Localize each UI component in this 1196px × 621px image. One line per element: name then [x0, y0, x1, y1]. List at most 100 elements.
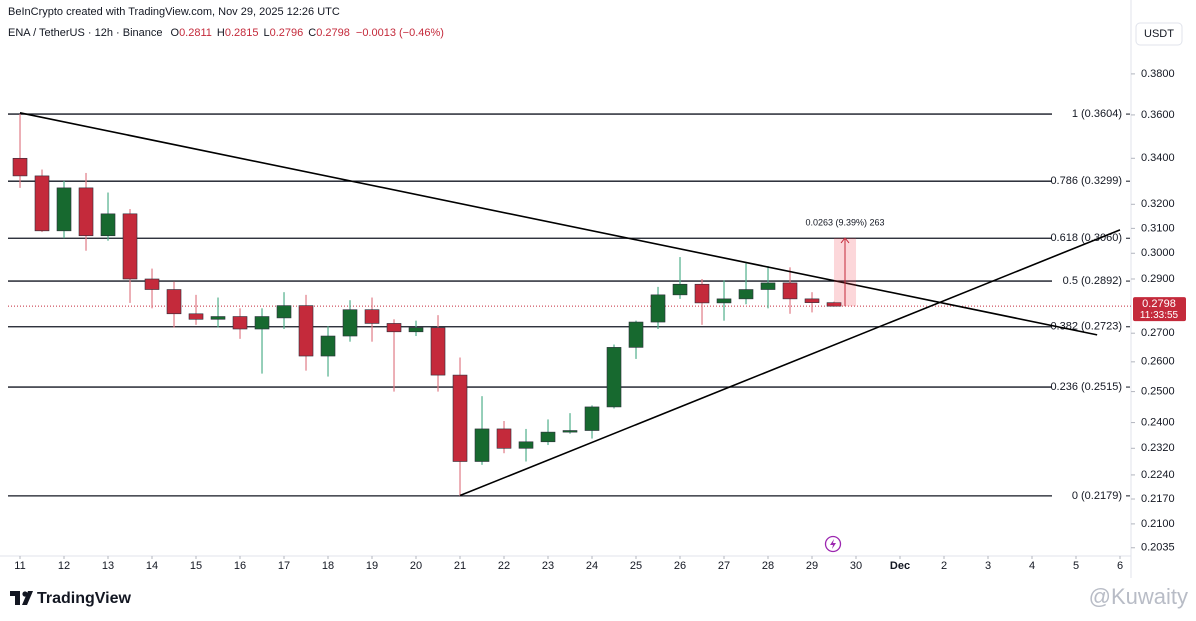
change: −0.0013 (−0.46%)	[356, 27, 444, 39]
ohlc-value: 0.2811	[179, 27, 212, 39]
body	[650, 294, 666, 323]
body	[320, 335, 336, 357]
x-tick-label: 11	[14, 560, 25, 572]
candle	[12, 114, 28, 188]
x-tick-label: 27	[718, 560, 730, 572]
x-tick-label: 6	[1117, 560, 1123, 572]
x-tick-label: 12	[58, 560, 70, 572]
y-tick-label: 0.2100	[1141, 518, 1175, 530]
body	[254, 316, 270, 330]
y-tick-label: 0.2700	[1141, 327, 1175, 339]
y-tick-label: 0.2170	[1141, 493, 1175, 505]
body	[606, 347, 622, 408]
fib-label: 0.618 (0.3060)	[1050, 232, 1122, 244]
body	[56, 187, 72, 232]
body	[672, 283, 688, 296]
y-tick-label: 0.2240	[1141, 469, 1175, 481]
y-tick-label: 0.3000	[1141, 247, 1175, 259]
x-tick-label: 23	[542, 560, 554, 572]
ohlc-value: 0.2798	[316, 27, 350, 39]
fib-label: 1 (0.3604)	[1072, 108, 1122, 120]
candle	[386, 319, 402, 392]
y-tick-label: 0.3800	[1141, 68, 1175, 80]
body	[298, 305, 314, 357]
x-tick-label: 4	[1029, 560, 1035, 572]
y-tick-label: 0.2400	[1141, 416, 1175, 428]
candle	[584, 405, 600, 439]
ohlc-value: 0.2815	[225, 27, 259, 39]
event-icon	[830, 539, 836, 549]
body	[232, 316, 248, 330]
candle	[210, 297, 226, 328]
y-tick-label: 0.2600	[1141, 356, 1175, 368]
x-tick-label: 14	[146, 560, 158, 572]
x-tick-label: 17	[278, 560, 290, 572]
candle	[56, 180, 72, 239]
candle	[276, 292, 292, 330]
ohlc-label: O	[171, 27, 180, 39]
body	[738, 289, 754, 300]
currency-box[interactable]	[1135, 22, 1183, 46]
body	[760, 282, 776, 290]
candle	[606, 344, 622, 409]
x-tick-label: 29	[806, 560, 818, 572]
x-tick-label: 18	[322, 560, 334, 572]
x-tick-label: 16	[234, 560, 246, 572]
candle	[540, 419, 556, 446]
x-tick-label: 13	[102, 560, 114, 572]
candle	[320, 326, 336, 377]
x-tick-label: 19	[366, 560, 378, 572]
body	[694, 283, 710, 304]
body	[628, 321, 644, 348]
candle	[34, 169, 50, 233]
body	[34, 175, 50, 232]
measure-arrowhead	[840, 237, 850, 244]
watermark: @Kuwaity	[1089, 584, 1188, 609]
body	[430, 327, 446, 376]
candle	[232, 308, 248, 339]
trend-line	[19, 112, 1098, 336]
candle	[694, 278, 710, 325]
body	[584, 406, 600, 431]
y-tick-label: 0.2035	[1141, 542, 1175, 554]
body	[826, 302, 842, 307]
symbol: ENA / TetherUS · 12h · Binance	[8, 27, 163, 39]
x-tick-label: 20	[410, 560, 422, 572]
currency[interactable]: USDT	[1144, 28, 1174, 40]
body	[276, 305, 292, 319]
y-tick-label: 0.3600	[1141, 109, 1175, 121]
body	[386, 323, 402, 333]
body	[716, 298, 732, 304]
x-tick-label: 2	[941, 560, 947, 572]
candle	[452, 357, 468, 496]
fib-label: 0.786 (0.3299)	[1050, 175, 1122, 187]
body	[122, 213, 138, 280]
candle	[716, 280, 732, 321]
countdown: 11:33:55	[1140, 310, 1179, 321]
y-tick-label: 0.3100	[1141, 222, 1175, 234]
x-tick-label: 28	[762, 560, 774, 572]
body	[12, 157, 28, 177]
candle	[430, 315, 446, 392]
body	[144, 278, 160, 290]
candle	[628, 320, 644, 359]
x-tick-label: 21	[454, 560, 466, 572]
body	[518, 441, 534, 449]
body	[408, 327, 424, 333]
body	[540, 431, 556, 443]
body	[342, 309, 358, 337]
candle	[782, 267, 798, 314]
body	[804, 298, 820, 303]
candle	[342, 300, 358, 342]
ohlc-label: L	[264, 27, 270, 39]
fib-label: 0.5 (0.2892)	[1063, 275, 1122, 287]
body	[166, 289, 182, 315]
fib-label: 0 (0.2179)	[1072, 490, 1122, 502]
body	[496, 428, 512, 449]
price-label-box	[1133, 297, 1186, 322]
x-tick-label: 26	[674, 560, 686, 572]
candle	[100, 192, 116, 241]
y-tick-label: 0.2900	[1141, 273, 1175, 285]
